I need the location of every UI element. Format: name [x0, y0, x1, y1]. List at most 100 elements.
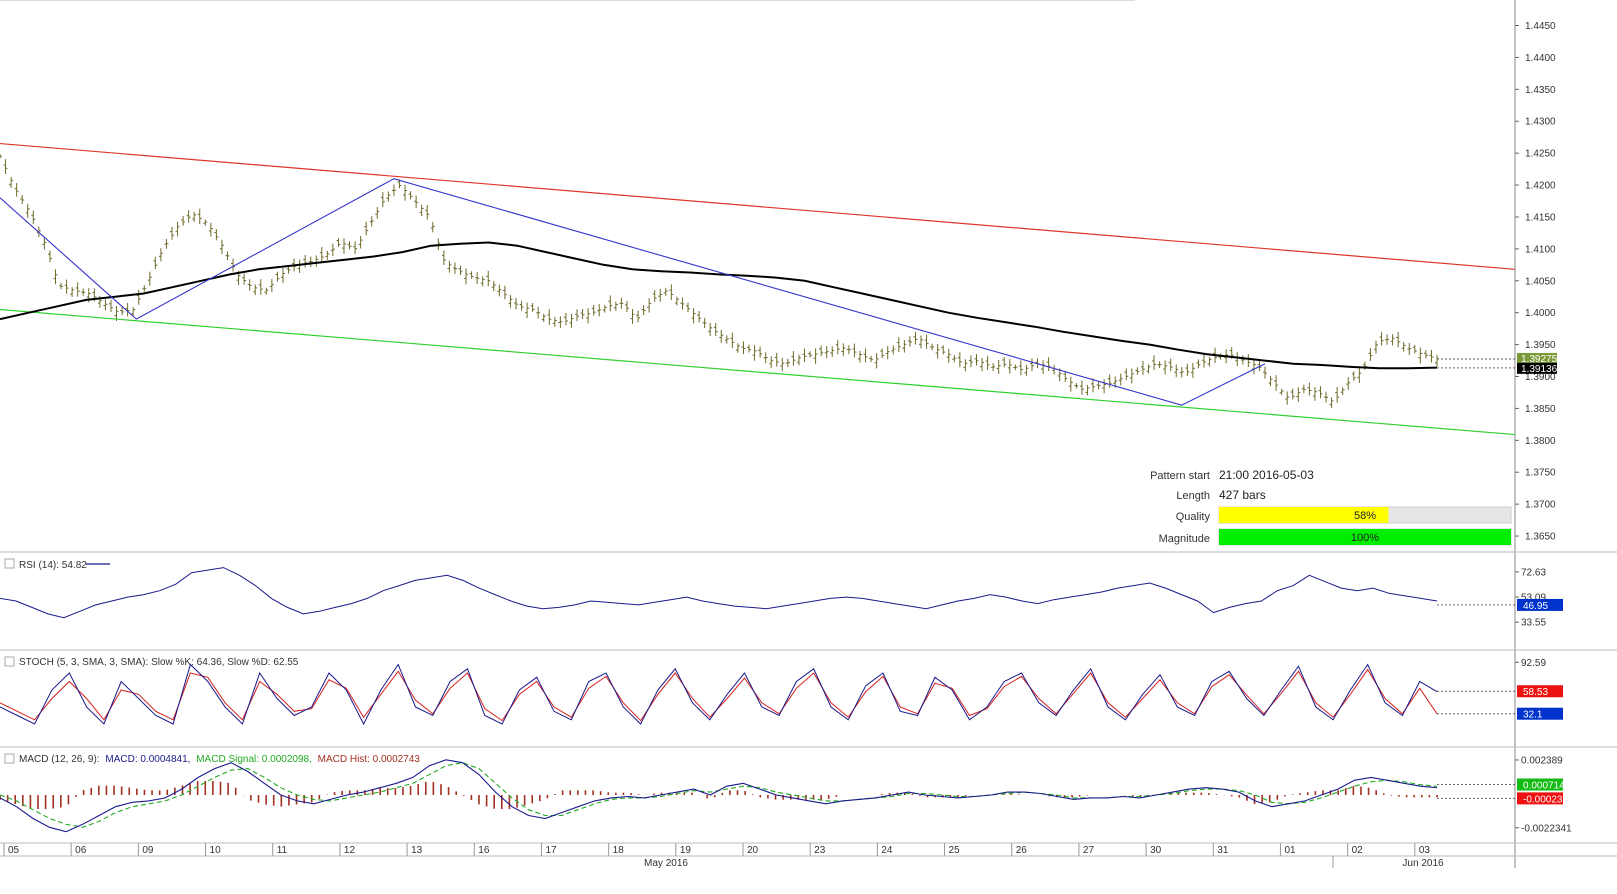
macd-hist-value: MACD Hist: 0.0002743 — [318, 754, 421, 765]
price-tick-label: 1.3750 — [1525, 468, 1556, 479]
ma-price-badge — [1517, 362, 1557, 374]
time-tick-label: 01 — [1284, 845, 1296, 856]
price-axis: 1.4450 1.4400 1.4350 1.4300 1.4250 1.4200 1.41… — [1515, 21, 1556, 543]
macd-pos-badge-text: 0.0007149 — [1523, 781, 1571, 792]
price-tick-label: 1.4400 — [1525, 53, 1556, 64]
stoch-title: STOCH (5, 3, SMA, 3, SMA): Slow %K: 64.3… — [19, 657, 299, 668]
length-value: 427 bars — [1219, 488, 1266, 502]
time-tick-label: 25 — [949, 845, 961, 856]
quality-label: Quality — [1176, 511, 1211, 523]
pattern-info-panel: Pattern start 21:00 2016-05-03 Length 42… — [1150, 468, 1512, 546]
time-tick-label: 06 — [75, 845, 87, 856]
pattern-start-label: Pattern start — [1150, 470, 1210, 482]
price-tick-label: 1.4300 — [1525, 117, 1556, 128]
rsi-title: RSI (14): 54.82 — [19, 560, 87, 571]
macd-line — [0, 759, 1438, 833]
macd-value: MACD: 0.0004841, — [105, 754, 190, 765]
stoch-d-line — [0, 668, 1438, 722]
magnitude-percent: 100% — [1351, 532, 1379, 544]
macd-pos-badge — [1517, 778, 1563, 791]
pattern-start-value: 21:00 2016-05-03 — [1219, 468, 1314, 482]
lower-channel-line — [0, 308, 1516, 436]
price-tick-label: 1.3800 — [1525, 436, 1556, 447]
macd-panel: MACD (12, 26, 9): MACD: 0.0004841, MACD … — [4, 753, 420, 765]
last-price-badge — [1517, 352, 1557, 364]
stoch-d-badge-text: 32.1 — [1523, 710, 1543, 721]
macd-signal-value: MACD Signal: 0.0002098, — [196, 754, 312, 765]
macd-plot: 0.002389 -0.0022341 0.0007149 -0.0002313 — [0, 755, 1574, 834]
time-axis: 05 06 09 10 11 12 13 16 17 18 19 20 23 24 25 26 27 30 31 01… — [0, 843, 1617, 869]
rsi-tick-label: 33.55 — [1521, 618, 1546, 629]
time-tick-label: 10 — [210, 845, 222, 856]
pattern-zigzag-line — [0, 178, 1266, 406]
macd-title: MACD (12, 26, 9): MACD: 0.0004841, MACD … — [19, 754, 420, 765]
rsi-panel: RSI (14): 54.82 — [4, 558, 110, 571]
stoch-k-badge-text: 58.53 — [1523, 687, 1548, 698]
time-tick-label: 31 — [1217, 845, 1229, 856]
pattern-lines — [0, 142, 1516, 436]
price-tick-label: 1.4200 — [1525, 181, 1556, 192]
time-tick-label: 12 — [344, 845, 356, 856]
price-tick-label: 1.3650 — [1525, 532, 1556, 543]
price-tick-label: 1.4450 — [1525, 21, 1556, 32]
price-tick-label: 1.4050 — [1525, 276, 1556, 287]
time-tick-label: 19 — [680, 845, 692, 856]
macd-neg-badge-text: -0.0002313 — [1523, 794, 1574, 805]
stoch-plot: 92.59 58.53 32.1 — [0, 658, 1563, 726]
time-tick-label: 18 — [613, 845, 625, 856]
stoch-tick-label: 92.59 — [1521, 658, 1546, 669]
time-tick-label: 30 — [1150, 845, 1162, 856]
price-tick-label: 1.3950 — [1525, 340, 1556, 351]
macd-tick-label: 0.002389 — [1521, 755, 1563, 766]
rsi-value-badge — [1517, 598, 1563, 611]
time-tick-label: 05 — [8, 845, 20, 856]
rsi-plot: 72.63 53.09 33.55 46.95 — [0, 567, 1563, 629]
time-tick-label: 27 — [1083, 845, 1095, 856]
price-tick-label: 1.3900 — [1525, 372, 1556, 383]
moving-average-line — [0, 241, 1438, 370]
stoch-panel: STOCH (5, 3, SMA, 3, SMA): Slow %K: 64.3… — [4, 656, 299, 668]
macd-neg-badge — [1517, 792, 1563, 805]
length-label: Length — [1176, 490, 1210, 502]
quality-bar-fill — [1219, 507, 1389, 523]
rsi-line — [0, 567, 1438, 619]
time-tick-label: 13 — [411, 845, 423, 856]
time-tick-label: 20 — [747, 845, 759, 856]
time-tick-label: 11 — [277, 845, 288, 856]
time-tick-label: 03 — [1419, 845, 1431, 856]
rsi-collapse-icon[interactable] — [4, 558, 15, 569]
stoch-collapse-icon[interactable] — [4, 656, 15, 667]
time-tick-label: 24 — [881, 845, 893, 856]
price-tick-label: 1.4100 — [1525, 244, 1556, 255]
upper-channel-line — [0, 142, 1516, 270]
magnitude-label: Magnitude — [1159, 533, 1210, 545]
price-tick-label: 1.3700 — [1525, 500, 1556, 511]
macd-collapse-icon[interactable] — [4, 753, 15, 764]
macd-title-name: MACD (12, 26, 9): — [19, 754, 100, 765]
price-tick-label: 1.4000 — [1525, 308, 1556, 319]
magnitude-bar-fill — [1219, 529, 1511, 545]
stoch-k-badge — [1517, 685, 1563, 698]
ma-price-badge-text: 1.39136 — [1521, 364, 1558, 375]
panel-frames — [0, 0, 1617, 868]
price-tick-label: 1.4350 — [1525, 85, 1556, 96]
month-label-may: May 2016 — [644, 858, 688, 869]
price-tick-label: 1.3850 — [1525, 404, 1556, 415]
rsi-value-badge-text: 46.95 — [1523, 601, 1548, 612]
time-tick-label: 23 — [814, 845, 826, 856]
rsi-tick-label: 72.63 — [1521, 567, 1546, 578]
price-tick-label: 1.4150 — [1525, 212, 1556, 223]
time-tick-label: 26 — [1016, 845, 1028, 856]
stoch-k-line — [0, 663, 1438, 726]
time-tick-label: 17 — [545, 845, 557, 856]
last-price-badge-text: 1.39275 — [1521, 354, 1558, 365]
time-tick-label: 09 — [142, 845, 154, 856]
time-tick-label: 02 — [1352, 845, 1364, 856]
macd-signal-line — [0, 762, 1438, 828]
macd-tick-label: -0.0022341 — [1521, 823, 1572, 834]
stoch-d-badge — [1517, 707, 1563, 720]
price-bars — [0, 154, 1439, 409]
rsi-tick-label: 53.09 — [1521, 593, 1546, 604]
